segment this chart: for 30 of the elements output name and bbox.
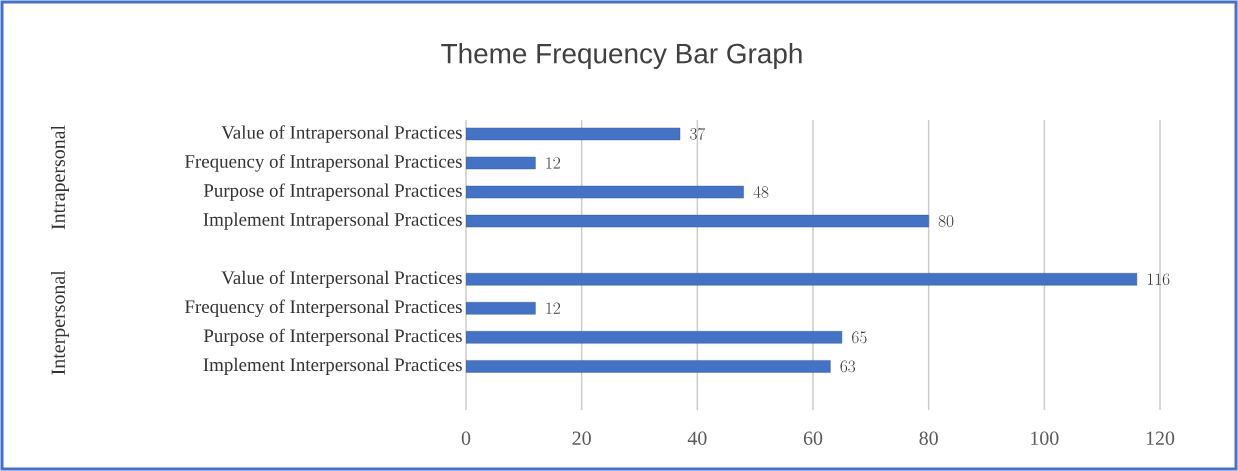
data-label: 63	[840, 360, 856, 373]
text: Interpersonal	[50, 270, 70, 375]
y-tick-label: Implement Interpersonal Practices	[203, 357, 462, 375]
y-tick-label: Frequency of Interpersonal Practices	[184, 299, 462, 317]
chart-title: Theme Frequency Bar Graph	[441, 43, 802, 69]
data-label: 80	[938, 215, 954, 227]
y-tick-label: Purpose of Interpersonal Practices	[203, 328, 462, 347]
x-tick-label: 40	[687, 431, 707, 445]
bar	[466, 273, 1138, 286]
text: Intrapersonal	[50, 125, 70, 230]
data-label: 48	[753, 186, 769, 198]
y-tick-label: Value of Intrapersonal Practices	[221, 125, 462, 143]
bar	[466, 360, 831, 373]
y-tick-label: Implement Intrapersonal Practices	[203, 212, 462, 230]
x-tick-label: 120	[1146, 431, 1175, 445]
data-label: 37	[690, 127, 706, 140]
bar	[466, 302, 536, 315]
y-tick-label: Value of Interpersonal Practices	[221, 270, 462, 288]
data-label: 12	[546, 157, 560, 169]
x-tick-label: 60	[803, 431, 823, 445]
x-tick-label: 80	[919, 431, 938, 445]
bar	[466, 331, 843, 344]
data-label: 12	[546, 302, 560, 314]
x-tick-label: 100	[1031, 431, 1059, 445]
x-tick-label: 0	[461, 431, 471, 445]
y-tick-label: Frequency of Intrapersonal Practices	[184, 154, 462, 172]
y-tick-label: Purpose of Intrapersonal Practices	[203, 183, 462, 201]
data-label: 65	[852, 331, 867, 344]
data-label: 116	[1147, 273, 1170, 286]
x-tick-label: 20	[572, 431, 591, 445]
